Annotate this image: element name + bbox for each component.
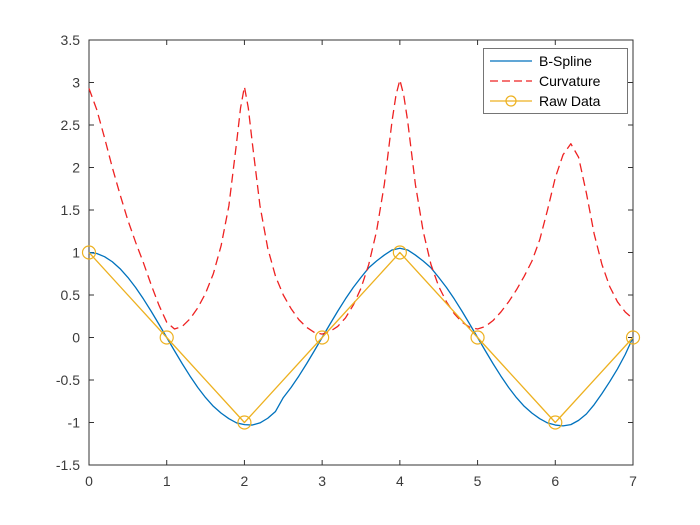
legend-label: B-Spline [539,53,592,69]
x-tick-label: 0 [85,473,93,489]
x-tick-label: 3 [318,473,326,489]
data-point-marker [548,415,563,430]
legend[interactable]: B-Spline Curvature Raw Data [483,48,628,114]
data-point-marker [237,415,252,430]
legend-item-b-spline[interactable]: B-Spline [488,51,621,71]
y-tick-label: 2.5 [61,117,81,133]
legend-marker-circle [505,95,517,107]
data-series [88,79,634,427]
x-tick-label: 4 [396,473,404,489]
series-line-curvature [88,79,634,335]
legend-label: Curvature [539,73,601,89]
x-tick-label: 7 [629,473,637,489]
data-point-marker [470,330,485,345]
y-tick-label: 3 [72,75,80,91]
y-tick-label: 0.5 [61,287,81,303]
y-tick-label: -0.5 [56,372,80,388]
axis-tick-labels: 0 1 2 3 4 5 6 7 -1.5 -1 -0.5 0 0.5 1 1.5 2 2.5 3 3.5 [56,32,637,489]
y-tick-label: 1.5 [61,202,81,218]
x-tick-label: 1 [163,473,171,489]
data-point-marker [159,330,174,345]
legend-line-sample [490,80,532,82]
y-tick-label: 3.5 [61,32,81,48]
x-tick-label: 2 [241,473,249,489]
x-tick-label: 6 [551,473,559,489]
x-tick-label: 5 [474,473,482,489]
legend-item-curvature[interactable]: Curvature [488,71,621,91]
y-tick-label: -1.5 [56,457,80,473]
data-point-marker [81,245,97,260]
y-tick-label: 0 [72,330,80,346]
data-point-marker [315,330,330,345]
y-tick-label: 1 [72,245,80,261]
data-point-marker [625,330,641,345]
series-line-raw-data [88,251,634,424]
legend-line-sample [490,60,532,62]
y-tick-label: 2 [72,160,80,176]
series-line-b-spline [88,247,634,427]
legend-line-sample [490,95,532,107]
legend-label: Raw Data [539,93,601,109]
y-tick-label: -1 [68,415,81,431]
data-markers [81,245,641,430]
data-point-marker [392,245,407,260]
legend-item-raw-data[interactable]: Raw Data [488,91,621,111]
